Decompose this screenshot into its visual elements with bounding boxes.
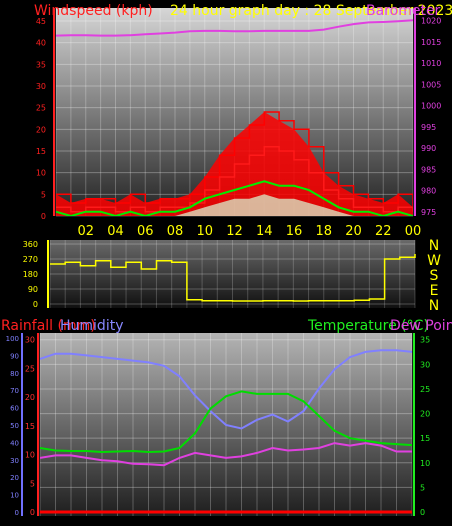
barometer-line [56,19,413,37]
temperature-tick-label: 5 [420,483,425,492]
time-tick-label: 12 [226,224,243,239]
wind-direction-plot-area [50,240,415,308]
direction-tick-label: 180 [23,270,38,279]
temperature-line [40,390,412,454]
rainfall-tick-label: 30 [25,336,35,345]
compass-letter: N [429,298,439,314]
windspeed-tick-label: 45 [36,17,46,26]
dewpoint-axis-title: Dew Point [390,318,452,334]
windspeed-tick-label: 25 [36,104,46,113]
gust-line [56,111,413,208]
dewpoint-line [40,442,412,467]
barometer-tick-label: 980 [421,187,436,196]
wind_direction-line [50,254,416,302]
humidity-tick-label: 10 [10,492,19,500]
chart-title: 24 hour graph day : 28 September 2023 [170,3,452,19]
compass-letter: S [430,268,439,284]
barometer-tick-label: 1020 [421,17,441,26]
rainfall-tick-label: 25 [25,364,35,373]
barometer-axis-title: Barometer [366,3,441,19]
humidity-tick-label: 30 [10,457,19,465]
windspeed-tick-label: 5 [41,190,46,199]
temperature-tick-label: 0 [420,508,425,517]
barometer-tick-label: 1000 [421,102,441,111]
latest-area [56,194,413,216]
temperature-tick-label: 15 [420,434,430,443]
windspeed-tick-label: 30 [36,82,46,91]
time-tick-label: 20 [345,224,362,239]
direction-tick-label: 270 [23,255,38,264]
wind_speed-line [56,145,413,213]
rainfall-tick-label: 0 [30,508,35,517]
windspeed-axis: 0 5 10 15 20 25 30 35 40 45 [36,8,55,221]
temperature-axis-title: Temperature (°C) [307,318,429,334]
compass-letter: E [430,283,439,299]
temp-humidity-series [40,349,412,514]
barometer-tick-label: 975 [421,208,436,217]
humidity-tick-label: 0 [15,509,19,517]
rainfall-tick-label: 15 [25,422,35,431]
direction-tick-label: 90 [28,285,38,294]
rainfall-tick-label: 10 [25,451,35,460]
barometer-tick-label: 990 [421,144,436,153]
direction-tick-label: 360 [23,240,38,249]
time-tick-label: 14 [256,224,273,239]
time-tick-label: 06 [137,224,154,239]
windspeed-tick-label: 20 [36,125,46,134]
time-tick-label: 02 [77,224,94,239]
compass-letter: W [427,253,441,269]
barometer-tick-label: 1015 [421,38,441,47]
humidity-tick-label: 70 [10,387,19,395]
time-tick-label: 10 [196,224,213,239]
humidity-tick-label: 80 [10,370,19,378]
barometer-tick-label: 1010 [421,59,441,68]
temperature-tick-label: 25 [420,385,430,394]
windspeed-tick-label: 35 [36,60,46,69]
barometer-tick-label: 1005 [421,80,441,89]
windspeed-tick-label: 15 [36,147,46,156]
windspeed-tick-label: 0 [41,212,46,221]
temperature-tick-label: 30 [420,360,430,369]
barometer-tick-label: 995 [421,123,436,132]
windspeed-axis-title: Windspeed (kph) [34,3,153,19]
time-tick-label: 18 [315,224,332,239]
humidity-tick-label: 20 [10,474,19,482]
humidity-tick-label: 40 [10,439,19,447]
temperature-tick-label: 10 [420,459,430,468]
time-tick-label: 00 [405,224,422,239]
wind-direction-axis: 0 90 180 270 360 [23,240,49,309]
compass-letter: N [429,238,439,254]
humidity-tick-label: 60 [10,405,19,413]
rainfall-tick-label: 20 [25,393,35,402]
direction-tick-label: 0 [33,300,38,309]
time-tick-label: 04 [107,224,124,239]
time-tick-label: 22 [375,224,392,239]
temperature-tick-label: 20 [420,410,430,419]
temperature-tick-label: 35 [420,336,430,345]
windspeed-tick-label: 40 [36,39,46,48]
time-tick-label: 08 [167,224,184,239]
barometer-tick-label: 985 [421,165,436,174]
rainfall-tick-label: 5 [30,479,35,488]
humidity-tick-label: 90 [10,352,19,360]
temp-humidity-axes: 0 10 20 30 40 50 60 70 80 90 100 0 5 10 15 20 25 30 0 5 10 15… [6,333,430,517]
humidity-line [40,349,412,430]
time-tick-label: 16 [286,224,303,239]
wind-direction-series [50,254,416,302]
wind-baro-series [56,19,413,216]
humidity-tick-label: 50 [10,422,19,430]
time-axis: 02 04 06 08 10 12 14 16 18 20 22 00 [77,224,421,239]
rainfall-axis-title: Rainfall (mm) [1,318,96,334]
humidity-axis-title: Humidity [60,318,123,334]
average-line [56,180,413,216]
barometer-axis: 975 980 985 990 995 1000 1005 1010 1015 1020 [414,8,441,217]
windspeed-tick-label: 10 [36,169,46,178]
humidity-tick-label: 100 [6,335,19,343]
